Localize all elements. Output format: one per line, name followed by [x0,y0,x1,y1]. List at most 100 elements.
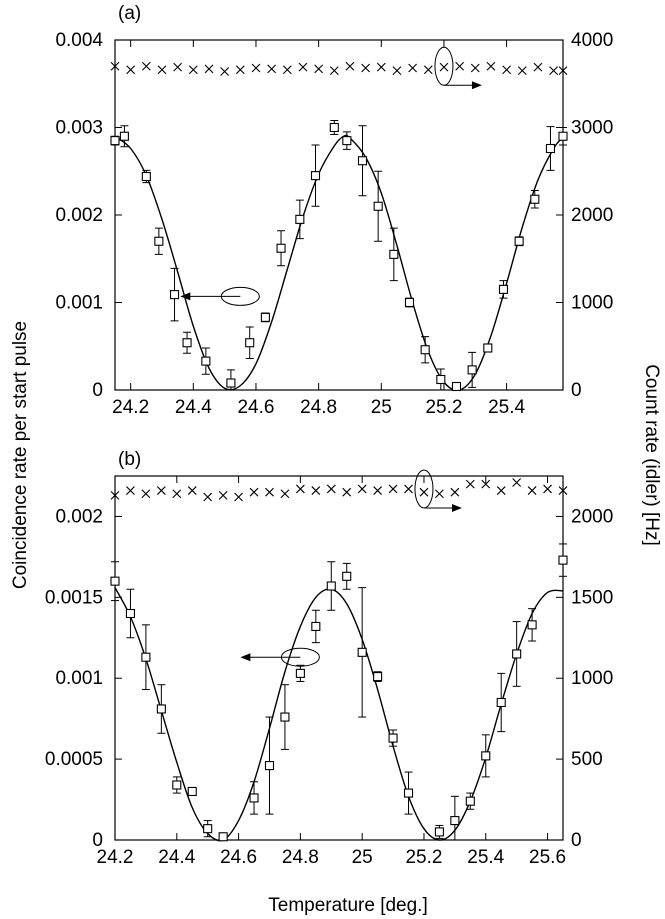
panel-b-count-rate-point [481,479,491,489]
panel-a-coincidence-point [110,136,120,146]
panel-b-count-rate-point [295,484,305,494]
panel-b-y-right-tick-label: 0 [571,830,582,851]
panel-b-fit-curve [114,587,564,842]
panel-a-count-rate-point [361,63,371,73]
panel-a-y-left-tick-label: 0.001 [55,293,103,314]
panel-b-x-tick-label: 24.2 [97,847,134,868]
panel-a-count-rate-point [392,66,402,76]
panel-a-x-tick-label: 25.2 [425,397,462,418]
panel-b-count-rate-point [342,487,352,497]
panel-b-count-rate-point [435,489,444,499]
chart-panel-a: (a) 24.2 24.4 24.6 24.8 25 25.2 25.4 0 0.001 0.00… [55,3,613,418]
panel-a-plot-frame [114,39,564,391]
panel-a-coincidence-point [310,171,321,181]
panel-a-coincidence-point [260,312,270,322]
panel-label-a: (a) [118,3,141,24]
panel-b-coincidence-point [141,652,151,662]
panel-b-coincidence-point [357,647,367,657]
panel-b-count-rate-point [141,489,151,499]
panel-a-coincidence-point [436,374,446,385]
panel-b-coincidence-point [496,697,506,708]
panel-a-count-rate-point [517,66,527,76]
panel-a-count-rate-point [470,63,480,73]
panel-b-x-tick-label: 24.4 [158,847,195,868]
panel-a-y-left-tick-label: 0.004 [55,30,103,51]
panel-b-coincidence-point [311,621,321,632]
panel-b-coincidence-point [203,824,213,834]
panel-b-coincidence-point [373,672,383,682]
panel-a-count-rate-point [502,65,511,75]
panel-a-count-rate-point [126,65,136,75]
panel-a-coincidence-point [154,236,164,246]
panel-b-coincidence-point [156,704,166,714]
panel-a-coincidence-point [226,378,236,388]
panel-a-coincidence-point [342,136,352,146]
x-axis-title: Temperature [deg.] [268,895,427,916]
chart-panel-b: (b) 24.2 24.4 24.6 24.8 25 25.2 25.4 25.600.000… [45,449,613,868]
panel-a-coincidence-point [141,171,151,182]
panel-a-y-left-tick-label: 0.002 [55,205,103,226]
panel-b-coincidence-point [403,788,414,798]
panel-b-x-tick-label: 25 [352,847,373,868]
panel-b-x-tick-label: 25.6 [529,847,566,868]
panel-a-coincidence-point [467,365,477,375]
panel-a-y-right-tick-label: 2000 [571,205,613,226]
panel-a-count-rate-point [173,62,183,72]
panel-b-count-rate-point [203,492,213,502]
panel-b-count-rate-point [388,484,398,494]
panel-a-coincidence-point [404,297,415,308]
panel-b-y-left-tick-label: 0 [92,830,103,851]
panel-b-coincidence-point [388,733,398,743]
panel-a-x-tick-label: 24.6 [237,397,274,418]
panel-a-count-rate-point [188,65,198,75]
panel-b-count-rate-point [404,484,413,494]
panel-b-coincidence-point [218,832,228,842]
panel-b-coincidence-point [172,780,182,790]
panel-a-count-rate-point [486,61,496,71]
panel-b-y-right-tick-label: 1500 [571,587,613,608]
panel-b-annotation-arrowhead-right [451,503,462,512]
panel-b-coincidence-point [187,786,197,797]
panel-a-coincidence-point [498,284,509,294]
panel-a-coincidence-point [389,249,399,259]
panel-b-count-rate-point [172,489,182,499]
panel-a-count-rate-point [345,61,355,71]
panel-a-count-rate-point [455,61,465,71]
panel-a-x-tick-label: 25.4 [488,397,525,418]
panel-a-y-left-tick-label: 0 [92,380,103,401]
panel-a-count-rate-point [329,66,339,76]
panel-a-count-rate-point [267,64,277,74]
panel-b-count-rate-point [419,487,429,497]
panel-b-coincidence-point [264,761,275,771]
panel-b-coincidence-point [110,576,120,586]
panel-b-coincidence-point [558,555,568,565]
panel-a-count-rate-point [439,62,449,72]
panel-b-count-rate-point [496,486,506,495]
panel-b-count-rate-point [326,484,336,494]
panel-a-coincidence-point [329,122,339,133]
panel-b-y-right-tick-label: 2000 [571,506,613,527]
panel-a-y-right-tick-label: 0 [571,380,582,401]
panel-a-x-tick-label: 24.8 [300,397,337,418]
panel-a-coincidence-point [530,194,540,204]
panel-a-y-left-tick-label: 0.003 [55,118,103,139]
panel-b-coincidence-point [280,712,290,722]
panel-b-count-rate-point [234,492,243,502]
panel-b-plot: 24.2 24.4 24.6 24.8 25 25.2 25.4 25.600.00050.0… [45,469,613,868]
panel-b-coincidence-point [527,620,537,630]
panel-b-coincidence-point [465,796,475,806]
panel-b-count-rate-point [512,478,522,487]
panel-a-count-rate-point [423,65,433,75]
panel-a-coincidence-point [182,338,192,348]
panel-a-coincidence-point [558,131,568,141]
panel-a-annotation-arrowhead-right [471,81,482,90]
panel-a-y-right-tick-label: 3000 [571,118,613,139]
panel-b-count-rate-point [218,491,228,500]
panel-a-count-rate-point [220,67,230,76]
panel-a-coincidence-point [451,381,462,392]
panel-a-coincidence-point [373,201,383,211]
panel-a-count-rate-point [235,65,245,75]
panel-a-count-rate-point [408,63,418,73]
panel-a-coincidence-point [276,243,286,253]
